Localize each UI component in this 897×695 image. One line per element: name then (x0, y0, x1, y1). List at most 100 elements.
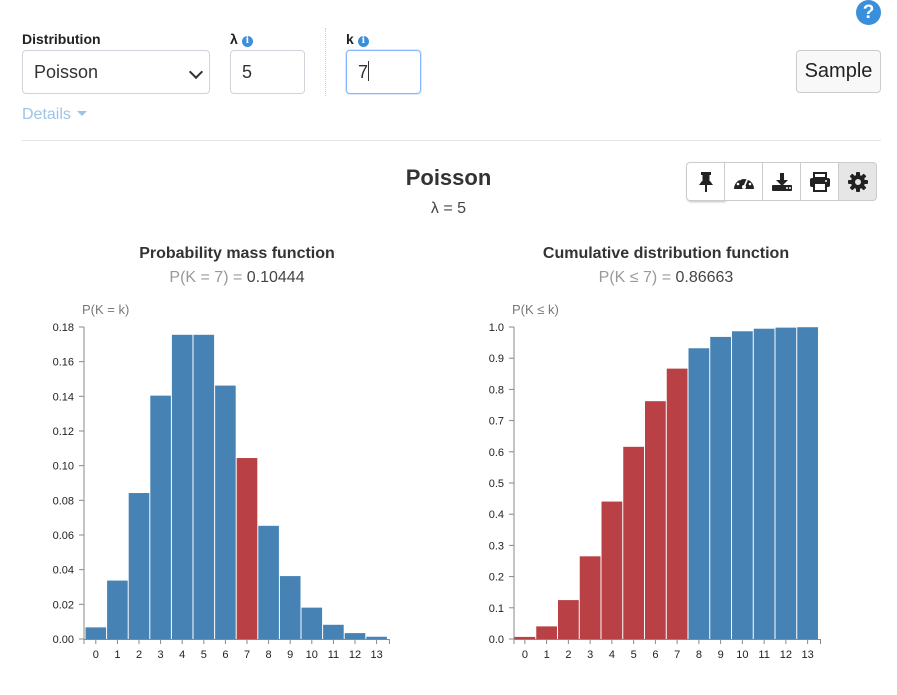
x-tick-label: 0 (93, 649, 99, 661)
bar-6[interactable] (645, 401, 666, 639)
y-tick-label: 0.08 (53, 495, 74, 507)
print-button[interactable] (800, 162, 839, 201)
y-axis-label: P(K ≤ k) (512, 302, 559, 317)
bar-6[interactable] (215, 385, 236, 639)
bar-10[interactable] (732, 331, 753, 639)
x-tick-label: 9 (287, 649, 293, 661)
pmf-title: Probability mass function (139, 245, 335, 262)
info-icon[interactable]: i (241, 36, 253, 47)
bar-0[interactable] (514, 636, 536, 639)
x-tick-label: 7 (674, 649, 680, 661)
settings-icon (847, 171, 868, 192)
distribution-label: Distribution (22, 31, 101, 47)
distribution-select[interactable]: Poisson (22, 50, 210, 94)
bar-10[interactable] (301, 607, 323, 639)
lambda-input[interactable]: 5 (230, 50, 305, 94)
k-label: k (346, 31, 354, 47)
y-tick-label: 0.4 (489, 509, 504, 521)
pin-button[interactable] (686, 162, 725, 201)
bar-12[interactable] (344, 633, 366, 639)
y-tick-label: 0.06 (53, 530, 74, 542)
details-toggle[interactable]: Details (22, 106, 87, 124)
bar-11[interactable] (323, 624, 344, 639)
y-tick-label: 0.10 (53, 461, 74, 473)
print-icon (809, 171, 830, 192)
bar-7[interactable] (236, 458, 258, 639)
sample-button[interactable]: Sample (796, 50, 881, 93)
y-tick-label: 0.7 (489, 416, 504, 428)
pmf-chart: P(K = k) 0.00 0.02 0.04 0.06 0.08 0.10 0.12 0.14… (53, 302, 390, 661)
x-tick-label: 13 (370, 649, 382, 661)
x-tick-label: 6 (222, 649, 228, 661)
y-tick-label: 0.1 (489, 603, 504, 615)
x-tick-label: 8 (696, 649, 702, 661)
x-tick-label: 2 (136, 649, 142, 661)
bar-13[interactable] (797, 327, 818, 639)
x-tick-label: 1 (114, 649, 120, 661)
bar-5[interactable] (623, 446, 644, 639)
x-tick-label: 0 (522, 649, 528, 661)
x-tick-label: 10 (306, 649, 318, 661)
x-tick-label: 10 (736, 649, 748, 661)
bar-12[interactable] (775, 327, 797, 639)
y-tick-label: 0.16 (53, 357, 74, 369)
y-tick-label: 0.0 (489, 634, 504, 646)
help-icon[interactable]: ? (856, 0, 881, 25)
y-tick-label: 0.12 (53, 426, 74, 438)
cdf-probability-value: 0.86663 (675, 269, 734, 286)
bar-2[interactable] (558, 600, 579, 639)
bar-3[interactable] (579, 556, 601, 639)
chevron-down-icon (188, 64, 204, 80)
dashboard-button[interactable] (724, 162, 763, 201)
y-tick-label: 0.5 (489, 478, 504, 490)
y-axis-label: P(K = k) (82, 302, 129, 317)
page-title: Poisson (405, 165, 492, 190)
pmf-probability-value: 0.10444 (246, 269, 305, 286)
x-tick-label: 12 (780, 649, 792, 661)
cdf-title: Cumulative distribution function (542, 245, 790, 262)
y-tick-label: 0.3 (489, 540, 504, 552)
y-tick-label: 0.14 (53, 391, 74, 403)
x-tick-label: 8 (266, 649, 272, 661)
y-tick-label: 0.2 (489, 572, 504, 584)
info-icon[interactable]: i (357, 36, 369, 47)
bar-3[interactable] (150, 395, 171, 639)
bar-0[interactable] (85, 627, 107, 639)
bar-1[interactable] (536, 626, 557, 639)
bar-9[interactable] (279, 576, 301, 639)
bar-8[interactable] (258, 525, 279, 639)
x-tick-label: 7 (244, 649, 250, 661)
bar-4[interactable] (171, 334, 193, 639)
bar-13[interactable] (366, 636, 387, 639)
k-input[interactable]: 7 (346, 50, 421, 94)
x-tick-label: 11 (758, 649, 769, 661)
pmf-probability-label: P(K = 7) = (169, 269, 247, 286)
y-tick-label: 0.02 (53, 599, 74, 611)
y-tick-label: 0.04 (53, 565, 74, 577)
bar-1[interactable] (107, 580, 128, 639)
distribution-value: Poisson (34, 62, 99, 82)
lambda-label: λ (230, 31, 238, 47)
bar-11[interactable] (753, 328, 775, 639)
bar-8[interactable] (688, 348, 710, 639)
x-tick-label: 4 (179, 649, 185, 661)
y-tick-label: 0.6 (489, 447, 504, 459)
y-tick-label: 0.8 (489, 384, 504, 396)
bar-9[interactable] (710, 336, 731, 639)
x-tick-label: 3 (158, 649, 164, 661)
k-value: 7 (358, 62, 369, 82)
download-button[interactable] (762, 162, 801, 201)
details-label: Details (22, 106, 71, 123)
bar-4[interactable] (601, 501, 623, 639)
x-tick-label: 9 (718, 649, 724, 661)
x-tick-label: 5 (201, 649, 207, 661)
bar-7[interactable] (666, 368, 688, 639)
settings-button[interactable] (838, 162, 877, 201)
bar-2[interactable] (128, 493, 150, 639)
x-tick-label: 5 (631, 649, 637, 661)
y-tick-label: 1.0 (489, 322, 504, 334)
bar-5[interactable] (193, 334, 215, 639)
cdf-probability-label: P(K ≤ 7) = (598, 269, 676, 286)
